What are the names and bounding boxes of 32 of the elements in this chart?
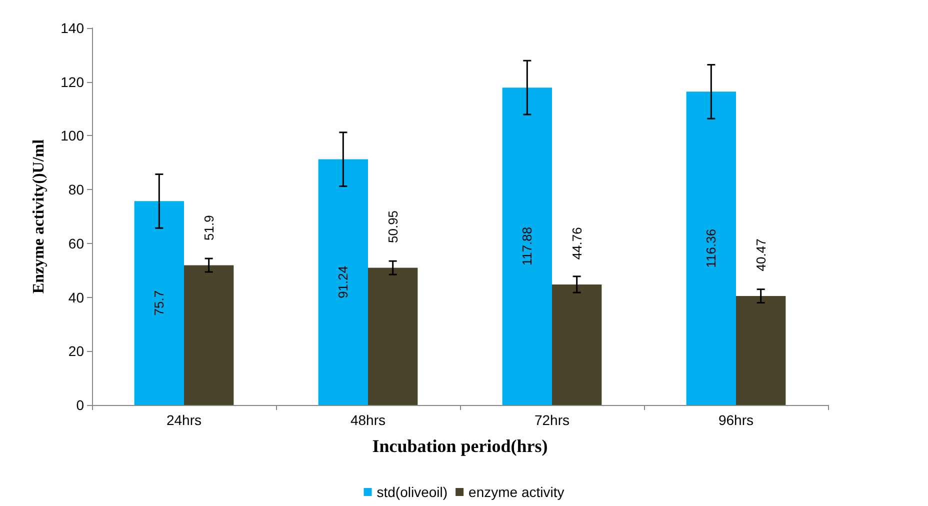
bar	[368, 268, 418, 405]
data-label: 51.9	[201, 215, 216, 240]
bar	[318, 159, 368, 405]
y-tick-label: 140	[60, 20, 84, 36]
data-label: 50.95	[385, 210, 400, 243]
data-label: 91.24	[336, 266, 351, 298]
bar	[134, 201, 184, 405]
y-tick-label: 20	[68, 343, 84, 360]
x-tick-label: 48hrs	[350, 412, 386, 428]
bar	[502, 88, 552, 405]
data-label: 75.7	[152, 290, 167, 316]
x-tick-label: 72hrs	[534, 412, 570, 428]
y-axis-title: Enzyme activity()U/ml	[30, 138, 48, 294]
x-tick-label: 24hrs	[166, 412, 202, 428]
bar	[184, 265, 234, 405]
x-axis-title: Incubation period(hrs)	[372, 436, 548, 456]
data-label: 44.76	[569, 227, 584, 260]
y-tick-label: 40	[68, 289, 84, 306]
bar	[686, 92, 736, 405]
data-label: 116.36	[704, 228, 719, 268]
y-tick-label: 120	[60, 74, 84, 90]
legend-label: std(oliveoil)	[376, 484, 448, 500]
data-label: 40.47	[753, 238, 768, 272]
bar	[552, 284, 602, 405]
y-tick-label: 60	[68, 235, 84, 252]
y-tick-label: 0	[76, 397, 84, 413]
y-tick-label: 80	[68, 182, 84, 198]
bar	[736, 296, 786, 405]
y-tick-label: 100	[60, 128, 84, 144]
data-label: 117.88	[520, 226, 535, 266]
x-tick-label: 96hrs	[718, 412, 754, 428]
legend-label: enzyme activity	[468, 484, 564, 500]
